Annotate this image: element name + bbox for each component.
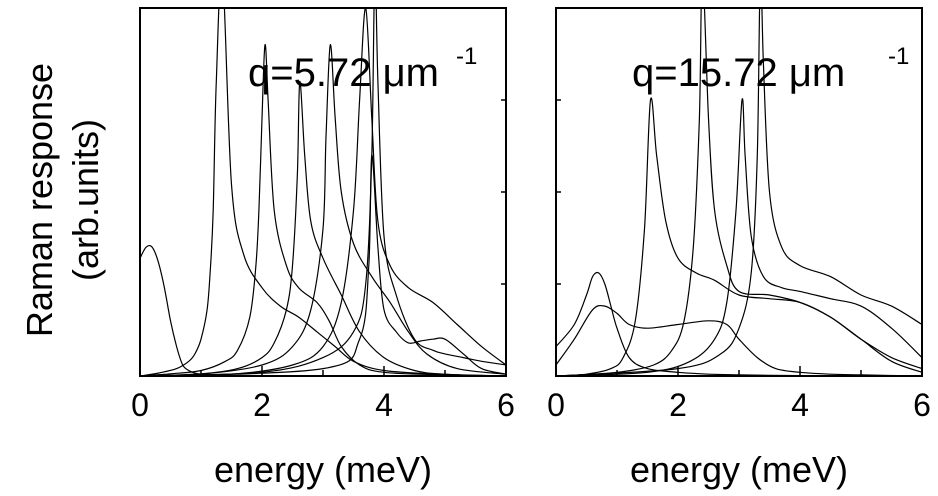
series-line-left-2 (140, 8, 506, 376)
annotation-right-text: q=15.72 μm (632, 51, 845, 95)
y-axis-label-line2: (arb.units) (65, 119, 106, 281)
series-line-left-8 (140, 154, 506, 376)
x-axis-label-right: energy (meV) (630, 449, 848, 490)
series-line-left-7 (140, 8, 506, 376)
x-tick-label-left-4: 4 (375, 387, 393, 423)
y-axis-label: Raman response (arb.units) (19, 63, 106, 337)
annotation-left-sup: -1 (456, 43, 477, 70)
panel-left: 0 2 4 6 q=5.72 μm -1 energy (meV) (131, 7, 515, 490)
ticks-left: 0 2 4 6 (131, 99, 515, 423)
series-line-left-5 (140, 44, 506, 376)
series-line-right-1 (556, 271, 922, 376)
x-tick-label-right-0: 0 (547, 387, 565, 423)
series-line-right-3 (556, 97, 922, 376)
annotation-right: q=15.72 μm -1 (632, 43, 909, 95)
series-line-left-4 (140, 80, 506, 376)
x-tick-label-right-6: 6 (913, 387, 931, 423)
ticks-right: 0 2 4 6 (547, 99, 931, 423)
annotation-left: q=5.72 μm -1 (248, 43, 477, 95)
x-tick-label-left-0: 0 (131, 387, 149, 423)
annotation-left-text: q=5.72 μm (248, 51, 439, 95)
y-axis-label-line1: Raman response (19, 63, 60, 337)
panel-right: 0 2 4 6 q=15.72 μm -1 energy (meV) (547, 7, 931, 490)
annotation-right-sup: -1 (888, 43, 909, 70)
x-tick-label-left-6: 6 (497, 387, 515, 423)
series-line-right-2 (556, 304, 922, 376)
x-tick-label-right-2: 2 (669, 387, 687, 423)
series-line-left-6 (140, 8, 506, 376)
x-tick-label-left-2: 2 (253, 387, 271, 423)
x-tick-label-right-4: 4 (791, 387, 809, 423)
series-line-right-6 (556, 8, 922, 376)
x-axis-label-left: energy (meV) (214, 449, 432, 490)
series-line-right-5 (556, 98, 922, 376)
curves-right (556, 8, 922, 376)
series-line-right-4 (556, 8, 922, 376)
